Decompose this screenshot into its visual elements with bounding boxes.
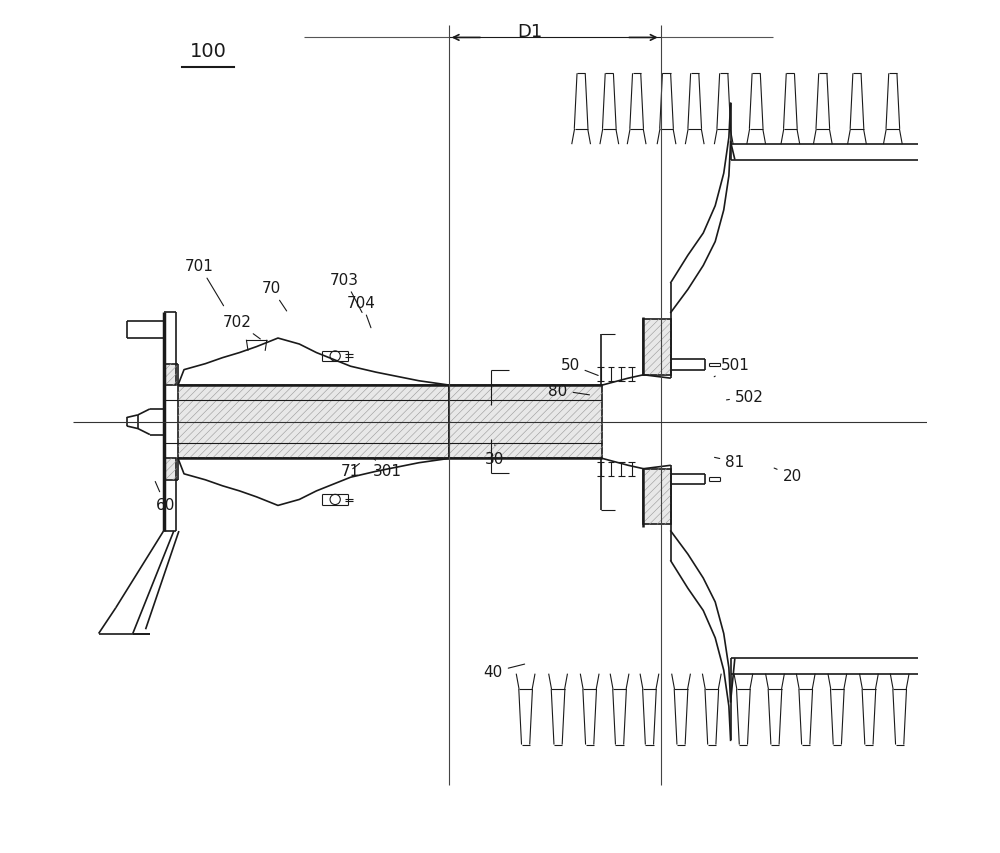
Text: 81: 81 — [715, 455, 744, 470]
Text: 40: 40 — [484, 664, 525, 680]
Text: 301: 301 — [373, 459, 402, 479]
Text: 30: 30 — [485, 445, 505, 467]
Bar — [164, 364, 176, 386]
Text: 702: 702 — [223, 315, 260, 339]
Text: 70: 70 — [262, 281, 287, 311]
Bar — [643, 469, 671, 525]
Text: 50: 50 — [560, 357, 598, 376]
Bar — [643, 320, 671, 375]
Text: 20: 20 — [774, 468, 802, 484]
Text: 80: 80 — [548, 383, 589, 398]
Text: 704: 704 — [347, 295, 376, 328]
Bar — [164, 459, 176, 480]
Text: 100: 100 — [189, 43, 226, 61]
Bar — [178, 386, 449, 459]
Text: 60: 60 — [155, 482, 175, 513]
Bar — [449, 386, 602, 459]
Text: 502: 502 — [726, 389, 764, 404]
Text: 703: 703 — [330, 272, 362, 313]
Text: 71: 71 — [341, 463, 360, 479]
Text: 701: 701 — [185, 258, 224, 306]
Text: 501: 501 — [714, 357, 749, 377]
Text: D1: D1 — [517, 23, 543, 42]
